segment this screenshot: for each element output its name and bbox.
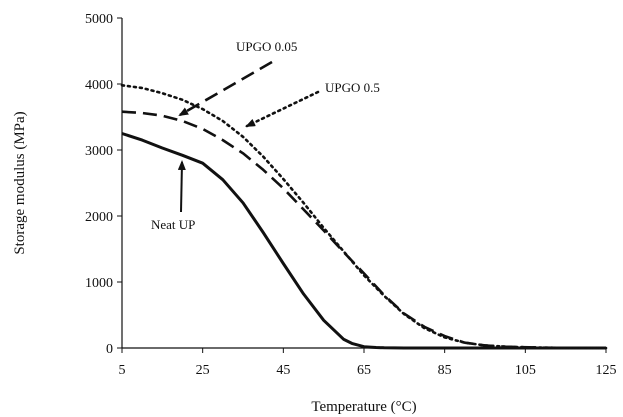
series-line-upgo-0-5 [120,84,608,350]
x-tick-label: 25 [196,363,210,378]
x-tick-label: 125 [596,363,617,378]
y-tick-label: 4000 [85,78,113,93]
y-axis-title: Storage modulus (MPa) [12,111,28,254]
y-tick-label: 5000 [85,12,113,27]
annotation-label: UPGO 0.5 [325,80,380,95]
x-axis-ticks: 5 25 45 65 85 105 125 [119,348,617,378]
annotation-label: UPGO 0.05 [236,39,297,54]
annotations: UPGO 0.05 UPGO 0.5 Neat UP [151,39,380,232]
annotation-arrow [177,160,186,213]
x-axis-title: Temperature (°C) [311,399,416,415]
series-line-neat-up [121,132,606,350]
y-tick-label: 3000 [85,144,113,159]
y-tick-label: 1000 [85,276,113,291]
annotation-arrow [178,60,273,117]
x-tick-label: 105 [515,363,536,378]
x-tick-label: 85 [438,363,452,378]
annotation-arrow [245,90,320,128]
plot-area [121,18,606,349]
y-tick-label: 0 [106,342,113,357]
x-tick-label: 5 [119,363,126,378]
y-tick-label: 2000 [85,210,113,225]
y-axis-ticks: 0 1000 2000 3000 4000 5000 [85,12,122,357]
x-tick-label: 45 [276,363,290,378]
x-tick-label: 65 [357,363,371,378]
series-layer [120,84,608,350]
annotation-label: Neat UP [151,217,195,232]
